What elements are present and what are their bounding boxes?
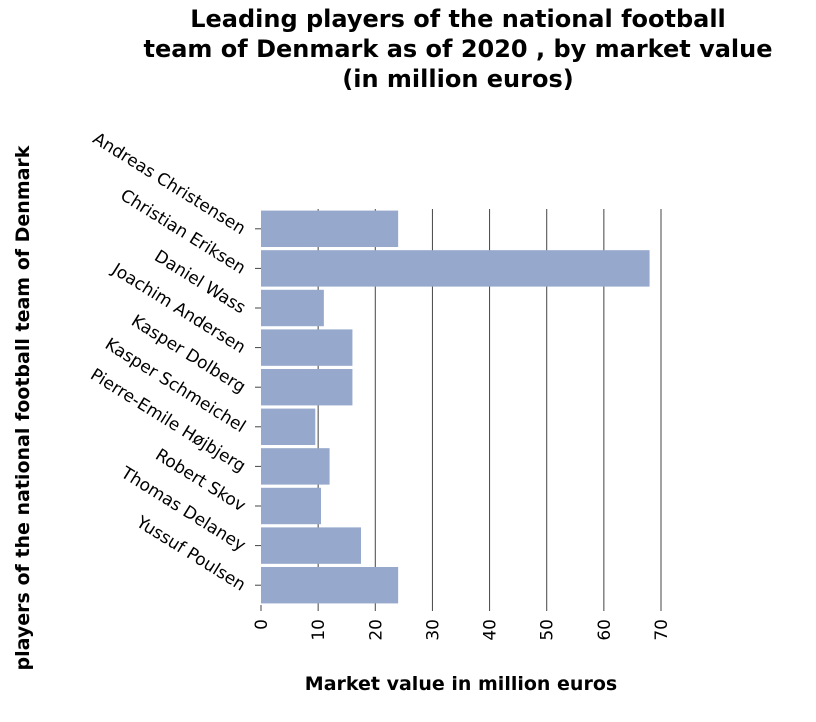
bar bbox=[261, 289, 324, 327]
bar bbox=[261, 566, 399, 604]
y-axis-label: players of the national football team of… bbox=[12, 145, 34, 670]
bar bbox=[261, 487, 321, 525]
chart-title-line-2: team of Denmark as of 2020 , by market v… bbox=[143, 35, 773, 63]
x-tick-label: 40 bbox=[481, 619, 501, 641]
x-tick-label: 10 bbox=[309, 619, 329, 641]
bar bbox=[261, 210, 399, 248]
x-tick-labels: 0 10 20 30 40 50 60 70 bbox=[252, 619, 672, 641]
x-tick-label: 20 bbox=[366, 619, 386, 641]
x-axis-label: Market value in million euros bbox=[305, 673, 617, 695]
x-tick-label: 30 bbox=[423, 619, 443, 641]
chart-title: Leading players of the national football… bbox=[100, 4, 816, 94]
bar bbox=[261, 448, 330, 485]
chart-title-line-3: (in million euros) bbox=[342, 65, 574, 93]
x-tick-label: 60 bbox=[595, 619, 615, 641]
bar bbox=[261, 368, 353, 406]
bar bbox=[261, 408, 316, 446]
chart-title-line-1: Leading players of the national football bbox=[190, 5, 726, 33]
bar bbox=[261, 250, 650, 287]
x-tick-label: 70 bbox=[652, 619, 672, 641]
x-tick-label: 50 bbox=[538, 619, 558, 641]
x-tick-label: 0 bbox=[252, 619, 272, 630]
bar bbox=[261, 527, 361, 564]
bars bbox=[261, 210, 650, 604]
bar bbox=[261, 329, 353, 366]
